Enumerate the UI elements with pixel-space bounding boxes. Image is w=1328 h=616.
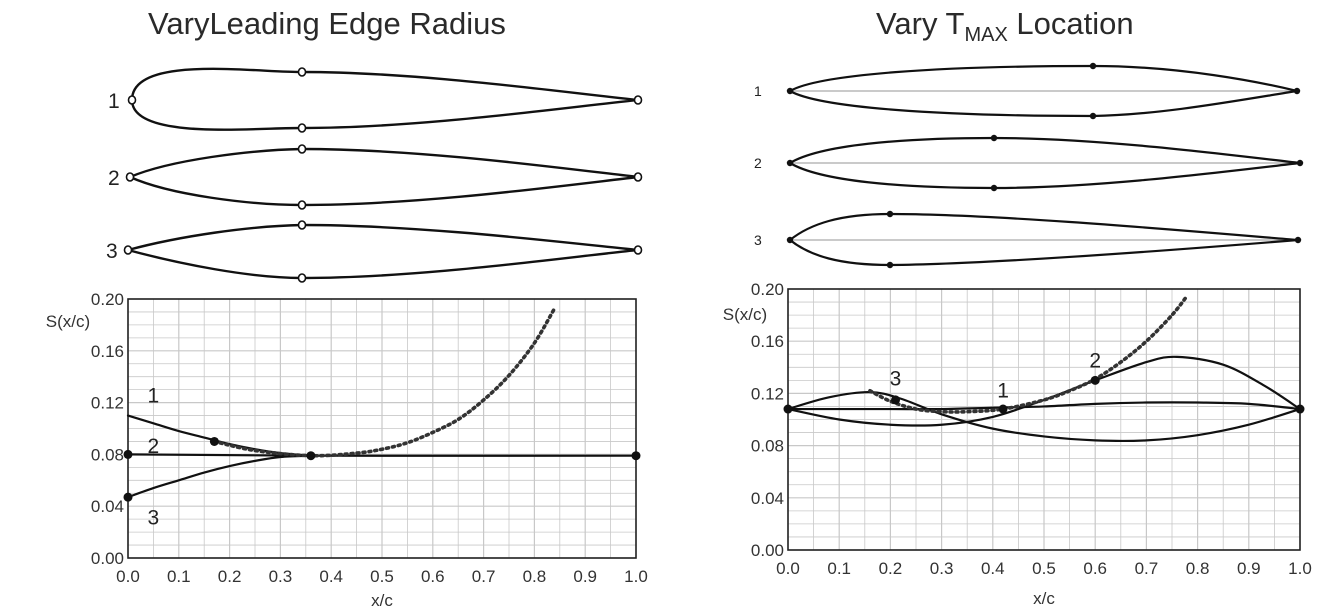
right-airfoil-markers <box>786 62 1304 269</box>
right-y-tick-label: 0.16 <box>751 332 784 351</box>
left-y-tick-label: 0.08 <box>91 445 124 464</box>
left-airfoil-label-1: 1 <box>108 90 120 113</box>
left-airfoil-markers <box>123 67 643 283</box>
right-dotted-envelope-line <box>868 293 1190 414</box>
right-x-tick-label: 0.9 <box>1237 559 1261 578</box>
left-y-axis-label: S(x/c) <box>46 312 90 331</box>
left-data-point <box>123 449 133 459</box>
left-y-tick-label: 0.20 <box>91 290 124 309</box>
right-x-tick-label: 0.1 <box>827 559 851 578</box>
left-airfoil-3 <box>123 223 639 280</box>
left-x-tick-label: 0.5 <box>370 567 394 586</box>
right-x-tick-label: 1.0 <box>1288 559 1312 578</box>
left-x-tick-label: 0.9 <box>573 567 597 586</box>
left-airfoil-label-2: 2 <box>108 167 120 190</box>
right-airfoil-label-2: 2 <box>754 155 762 171</box>
left-series-annotation-1: 1 <box>148 385 160 408</box>
left-y-tick-label: 0.16 <box>91 342 124 361</box>
left-x-tick-label: 0.8 <box>523 567 547 586</box>
left-x-tick-label: 0.3 <box>269 567 293 586</box>
right-y-tick-label: 0.12 <box>751 384 784 403</box>
right-chart-plot: 0.0 0.1 0.2 0.3 0.4 0.5 0.6 0.7 0.8 0.9 1.0 0.00 0.0… <box>723 280 1312 608</box>
right-y-axis-label: S(x/c) <box>723 305 767 324</box>
left-plot-frame <box>127 298 637 559</box>
right-data-point <box>1295 404 1305 414</box>
right-airfoil-1 <box>787 64 1298 118</box>
right-series-line-1 <box>786 401 1302 411</box>
right-series-annotation-1: 1 <box>997 379 1009 402</box>
right-data-point <box>891 395 901 405</box>
left-grid <box>127 298 637 559</box>
right-y-tick-label: 0.00 <box>751 541 784 560</box>
right-chart-title: Vary TMAX Location <box>876 6 1134 47</box>
right-x-tick-label: 0.0 <box>776 559 800 578</box>
right-series-annotation-2: 2 <box>1089 349 1101 372</box>
left-airfoil-label-3: 3 <box>106 240 118 263</box>
left-series-line-3 <box>126 454 312 499</box>
right-x-tick-label: 0.2 <box>879 559 903 578</box>
right-x-tick-label: 0.8 <box>1186 559 1210 578</box>
right-airfoil-2 <box>787 136 1301 190</box>
right-data-point <box>998 404 1008 414</box>
left-data-point <box>631 451 641 461</box>
right-airfoil-label-3: 3 <box>754 232 762 248</box>
left-data-point <box>306 451 316 461</box>
left-airfoil-1 <box>130 67 639 131</box>
right-data-point <box>783 404 793 414</box>
left-y-tick-label: 0.04 <box>91 497 124 516</box>
left-y-tick-label: 0.00 <box>91 549 124 568</box>
right-grid <box>787 288 1301 551</box>
right-x-tick-label: 0.5 <box>1032 559 1056 578</box>
left-x-tick-label: 0.2 <box>218 567 242 586</box>
right-x-tick-label: 0.7 <box>1135 559 1159 578</box>
left-data-point <box>123 492 133 502</box>
right-title-subscript: MAX <box>964 24 1008 46</box>
left-x-tick-label: 1.0 <box>624 567 648 586</box>
right-series-annotation-3: 3 <box>890 368 902 391</box>
right-airfoil-3 <box>788 212 1299 267</box>
left-chart-plot: 0.0 0.1 0.2 0.3 0.4 0.5 0.6 0.7 0.8 0.9 1.0 0.00 0.0… <box>46 290 648 610</box>
right-series-line-3 <box>786 390 1302 443</box>
right-x-tick-label: 0.3 <box>930 559 954 578</box>
right-x-tick-label: 0.4 <box>981 559 1005 578</box>
right-x-tick-label: 0.6 <box>1083 559 1107 578</box>
left-x-tick-label: 0.4 <box>319 567 343 586</box>
left-x-tick-label: 0.0 <box>116 567 140 586</box>
left-x-axis-label: x/c <box>371 591 393 610</box>
left-x-tick-label: 0.6 <box>421 567 445 586</box>
left-data-point <box>209 436 219 446</box>
right-airfoil-label-1: 1 <box>754 83 762 99</box>
right-title-suffix: Location <box>1007 6 1134 41</box>
right-y-tick-label: 0.20 <box>751 280 784 299</box>
left-series-annotation-2: 2 <box>148 435 160 458</box>
left-airfoil-2 <box>127 147 639 207</box>
right-plot-frame <box>787 288 1301 551</box>
left-x-tick-label: 0.7 <box>472 567 496 586</box>
left-dotted-envelope-line <box>212 306 557 458</box>
left-y-tick-label: 0.12 <box>91 394 124 413</box>
right-data-point <box>1090 375 1100 385</box>
right-y-tick-label: 0.04 <box>751 489 784 508</box>
right-y-tick-label: 0.08 <box>751 437 784 456</box>
left-chart-title: VaryLeading Edge Radius <box>148 6 506 41</box>
left-series-annotation-3: 3 <box>148 506 160 529</box>
right-title-prefix: Vary T <box>876 6 965 41</box>
right-x-axis-label: x/c <box>1033 589 1055 608</box>
left-x-tick-label: 0.1 <box>167 567 191 586</box>
